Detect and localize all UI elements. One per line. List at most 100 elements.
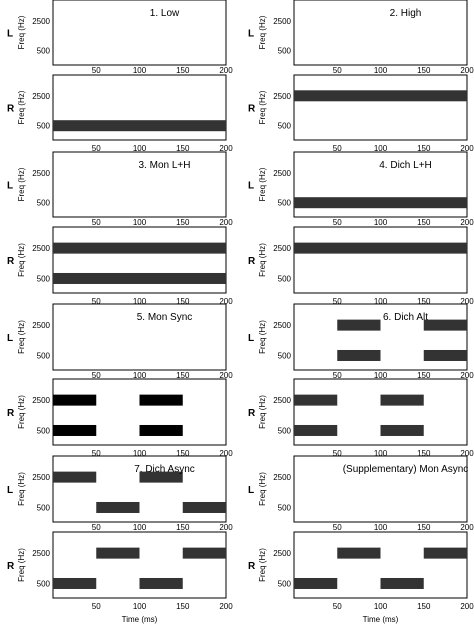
panel-3-r-ylabel: Freq (Hz) <box>17 243 26 277</box>
panel-8-r-xtick-150: 150 <box>417 602 431 611</box>
panel-6-r-frame <box>293 378 468 446</box>
panel-4-r-xtick-150: 150 <box>417 297 431 306</box>
condition-title-4: 4. Dich L+H <box>379 160 432 171</box>
panel-3-r-ytick-500: 500 <box>37 274 51 283</box>
panel-6-l-frame <box>293 303 468 371</box>
panel-6-l-xtick-200: 200 <box>460 371 474 380</box>
panel-1-r-xtick-150: 150 <box>176 144 190 153</box>
x-axis-label-2: Time (ms) <box>363 615 399 624</box>
panel-4-l-ear-label: L <box>248 181 254 192</box>
panel-4-l-xtick-100: 100 <box>374 218 388 227</box>
panel-7-r-tone-bar-3 <box>53 577 97 589</box>
panel-4-l-tone-bar-1 <box>294 197 467 209</box>
panel-4-r-ylabel: Freq (Hz) <box>258 243 267 277</box>
panel-6-l-xtick-50: 50 <box>333 371 342 380</box>
panel-7-l-ytick-2500: 2500 <box>32 473 50 482</box>
panel-1-l-frame <box>52 0 227 66</box>
panel-7-r-ytick-500: 500 <box>37 579 51 588</box>
panel-4-r-xtick-200: 200 <box>460 297 474 306</box>
panel-7-r-ytick-2500: 2500 <box>32 549 50 558</box>
panel-6-r-ytick-500: 500 <box>278 426 292 435</box>
panel-8-l-xtick-50: 50 <box>333 523 342 532</box>
panel-2-r-xtick-50: 50 <box>333 144 342 153</box>
panel-2-r-ytick-2500: 2500 <box>273 92 291 101</box>
condition-title-2: 2. High <box>390 8 422 19</box>
panel-3-l-ear-label: L <box>7 181 13 192</box>
panel-2-l-xtick-100: 100 <box>374 66 388 75</box>
panel-5-l-frame <box>52 303 227 371</box>
panel-8-r-ylabel: Freq (Hz) <box>258 548 267 582</box>
panel-6-r-xtick-50: 50 <box>333 449 342 458</box>
panel-3-l-xtick-200: 200 <box>219 218 233 227</box>
panel-4-r-ear-label: R <box>248 256 256 267</box>
panel-1-r-ytick-500: 500 <box>37 122 51 131</box>
panel-6-r-xtick-150: 150 <box>417 449 431 458</box>
panel-7-l-ylabel: Freq (Hz) <box>17 472 26 506</box>
panel-6-l-tone-bar-3 <box>337 349 381 361</box>
panel-8-l-xtick-100: 100 <box>374 523 388 532</box>
panel-1-l-xtick-100: 100 <box>133 66 147 75</box>
panel-5-r-tone-bar-3 <box>53 424 97 436</box>
panel-7-l-xtick-200: 200 <box>219 523 233 532</box>
panel-6-r-xtick-200: 200 <box>460 449 474 458</box>
panel-7-r-xtick-200: 200 <box>219 602 233 611</box>
panel-5-l-ytick-500: 500 <box>37 351 51 360</box>
panel-5-r-xtick-100: 100 <box>133 449 147 458</box>
panel-1-r-xtick-200: 200 <box>219 144 233 153</box>
panel-6-r-tone-bar-1 <box>294 394 338 406</box>
panel-5-r-ear-label: R <box>7 408 15 419</box>
panel-7-r-ear-label: R <box>7 561 15 572</box>
panel-7-l-ear-label: L <box>7 485 13 496</box>
panel-2-r-tone-bar-1 <box>294 90 467 102</box>
panel-6-r-ytick-2500: 2500 <box>273 396 291 405</box>
panel-5-r-ytick-2500: 2500 <box>32 396 50 405</box>
panel-5-r-tone-bar-2 <box>139 394 183 406</box>
panel-3-r-xtick-150: 150 <box>176 297 190 306</box>
panel-1-r-ytick-2500: 2500 <box>32 92 50 101</box>
panel-8-r-frame <box>293 531 468 599</box>
panel-1-l-ear-label: L <box>7 29 13 40</box>
panel-4-l-xtick-200: 200 <box>460 218 474 227</box>
panel-3-l-ytick-500: 500 <box>37 199 51 208</box>
panel-5-l-ear-label: L <box>7 333 13 344</box>
panel-6-r-ylabel: Freq (Hz) <box>258 395 267 429</box>
panel-3-r-frame <box>52 226 227 294</box>
panel-7-r-frame <box>52 531 227 599</box>
panel-2-r-xtick-200: 200 <box>460 144 474 153</box>
panel-7-r-xtick-150: 150 <box>176 602 190 611</box>
panel-4-r-tone-bar-1 <box>294 242 467 254</box>
panel-4-l-ytick-2500: 2500 <box>273 169 291 178</box>
panel-5-l-xtick-50: 50 <box>92 371 101 380</box>
panel-6-r-tone-bar-4 <box>380 424 424 436</box>
panel-7-l-xtick-100: 100 <box>133 523 147 532</box>
condition-title-6: 6. Dich Alt <box>383 312 428 323</box>
panel-4-r-xtick-50: 50 <box>333 297 342 306</box>
panel-2-r-xtick-100: 100 <box>374 144 388 153</box>
panel-6-l-tone-bar-2 <box>423 319 467 331</box>
panel-8-r-tone-bar-2 <box>423 547 467 559</box>
panel-4-r-ytick-500: 500 <box>278 274 292 283</box>
panel-2-l-ylabel: Freq (Hz) <box>258 15 267 49</box>
condition-title-1: 1. Low <box>150 8 180 19</box>
panel-6-r-tone-bar-3 <box>294 424 338 436</box>
panel-3-r-ear-label: R <box>7 256 15 267</box>
condition-title-5: 5. Mon Sync <box>137 312 193 323</box>
panel-7-l-tone-bar-3 <box>96 501 140 513</box>
panel-8-r-ytick-2500: 2500 <box>273 549 291 558</box>
panel-4-l-xtick-150: 150 <box>417 218 431 227</box>
panel-2-l-xtick-200: 200 <box>460 66 474 75</box>
panel-2-l-xtick-150: 150 <box>417 66 431 75</box>
panel-6-r-ear-label: R <box>248 408 256 419</box>
panel-2-l-ear-label: L <box>248 29 254 40</box>
panel-7-r-xtick-100: 100 <box>133 602 147 611</box>
panel-8-r-xtick-100: 100 <box>374 602 388 611</box>
panel-6-l-tone-bar-4 <box>423 349 467 361</box>
panel-8-l-xtick-150: 150 <box>417 523 431 532</box>
condition-title-7: 7. Dich Async <box>134 464 195 475</box>
panel-4-r-frame <box>293 226 468 294</box>
panel-2-l-ytick-2500: 2500 <box>273 17 291 26</box>
panel-4-l-frame <box>293 151 468 218</box>
panel-2-l-ytick-500: 500 <box>278 47 292 56</box>
condition-title-3: 3. Mon L+H <box>139 160 191 171</box>
